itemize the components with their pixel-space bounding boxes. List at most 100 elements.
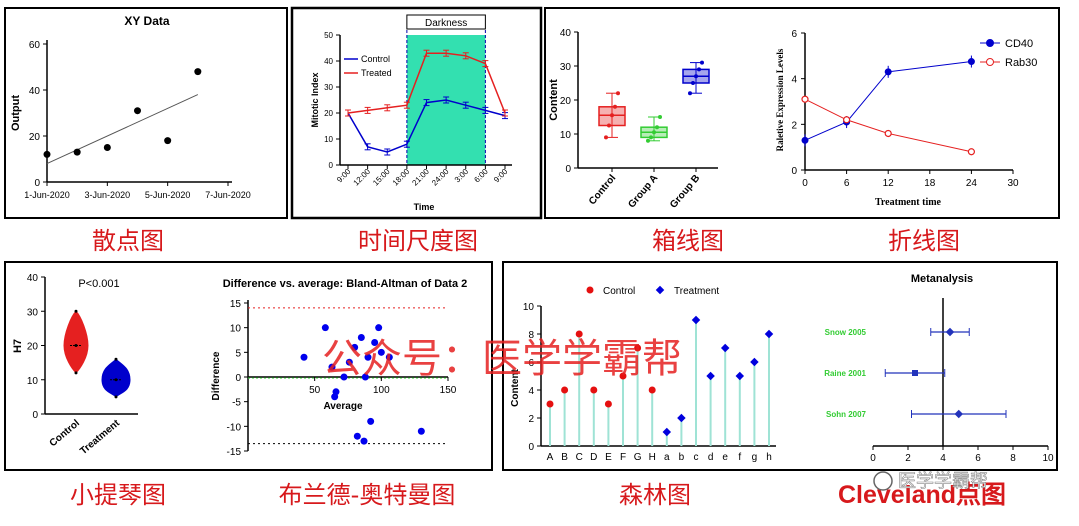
y-tick-label: -5 [232,398,241,409]
y-tick-label: 60 [29,40,41,51]
watermark-text: 公众号：医学学霸帮 [322,336,682,382]
lollipop-point-treatment [735,371,745,381]
box-data-point [700,60,704,65]
x-tick-label: 15:00 [371,167,392,188]
x-tick-label: h [766,452,772,463]
legend-label-treated: Treated [361,68,392,78]
legend-label-cd40: CD40 [1005,38,1033,50]
scatter-point [364,353,372,361]
x-tick-label: 50 [309,385,321,396]
lollipop-point-treatment [764,329,774,339]
scatter-point [134,107,141,115]
data-point [967,58,975,66]
legend-marker-treatment [655,285,665,295]
x-tick-label: 12 [883,178,895,189]
lollipop-point-control [648,386,656,394]
legend-marker-control [586,286,594,294]
x-tick-label: B [561,452,568,463]
x-tick-label: 0 [870,453,876,464]
scatter-point [345,358,353,366]
scatter-point [73,148,81,156]
series-line-rab30 [804,98,972,153]
box-data-point [691,81,695,85]
lollipop-point-treatment [720,343,730,353]
lollipop-point-treatment [662,427,672,437]
x-axis-label: Treatment time [875,197,942,208]
y-tick-label: 40 [560,28,572,39]
caption-boxplot: 箱线图 [652,227,724,255]
lollipop-point-control [546,400,554,408]
x-tick-label: e [722,452,728,463]
chart-title: XY Data [124,14,169,28]
caption-bland: 布兰德-奥特曼图 [279,481,456,509]
x-tick-label: 3-Jun-2020 [85,190,131,200]
y-tick-label: 40 [29,86,41,97]
y-tick-label: -15 [227,447,242,458]
scatter-point [371,338,379,346]
legend-marker [986,39,994,47]
y-tick-label: 0 [235,373,241,384]
timescale-panel [290,6,543,220]
effect-estimate [912,370,918,376]
box-data-point [610,113,614,118]
caption-scatter: 散点图 [92,227,164,255]
lollipop-point-treatment [750,357,759,367]
y-axis-label: Content [510,368,521,406]
x-tick-label: 30 [1007,178,1019,189]
legend-label-treatment: Treatment [674,286,719,297]
lollipop-point-control [590,386,598,394]
x-tick-label: Group A [626,173,660,210]
y-tick-label: 20 [324,109,333,118]
y-tick-label: 4 [791,75,797,86]
scatter-point [103,144,111,151]
scatter-panel [4,7,288,219]
scatter-point [417,427,425,435]
y-axis-label: Content [548,79,560,121]
p-value-annotation: P<0.001 [78,278,119,290]
x-tick-label: 7-Jun-2020 [205,190,251,200]
cleveland-chart: Metanalysis 0 2 4 6 8 10 Snow 2005 Raine 2001 Soh… [824,273,1054,464]
x-tick-label: C [576,452,583,463]
x-tick-label: 24 [966,178,978,189]
x-tick-label: 24:00 [430,167,451,188]
legend-marker [986,58,994,66]
scatter-point [332,388,340,396]
x-tick-label: f [738,452,741,463]
lollipop-point-treatment [677,413,686,423]
scatter-point [375,324,383,332]
violin-body [101,358,131,398]
scatter-point [367,417,375,425]
box-data-point [652,130,656,135]
x-tick-label: 9:00 [335,167,353,185]
scatter-point [361,373,369,381]
y-tick-label: -10 [227,422,242,433]
y-tick-label: 6 [791,29,797,40]
x-tick-label: Control [48,418,82,449]
y-tick-label: 10 [324,135,333,144]
x-tick-label: G [634,452,642,463]
x-axis-label: Time [414,202,435,212]
lollipop-point-control [634,344,642,352]
x-tick-label: 6:00 [472,167,490,185]
caption-forest: 森林图 [619,481,691,509]
x-tick-label: 0 [802,178,808,189]
y-tick-label: 10 [230,324,242,335]
lollipop-point-control [619,372,627,380]
y-tick-label: 20 [560,96,572,107]
scatter-point [357,334,365,342]
y-tick-label: 10 [27,376,39,387]
x-tick-label: 18:00 [391,167,412,188]
lollipop-point-control [561,386,569,394]
scatter-point [351,343,359,351]
scatter-point [385,353,393,361]
x-tick-label: g [752,452,758,463]
scatter-point [43,150,51,158]
x-tick-label: 100 [373,385,390,396]
scatter-point [360,437,368,445]
x-tick-label: F [620,452,626,463]
y-tick-label: 10 [523,302,535,313]
x-tick-label: A [547,452,554,463]
y-axis-label: Mitotic Index [310,72,320,127]
y-tick-label: 20 [29,132,41,143]
